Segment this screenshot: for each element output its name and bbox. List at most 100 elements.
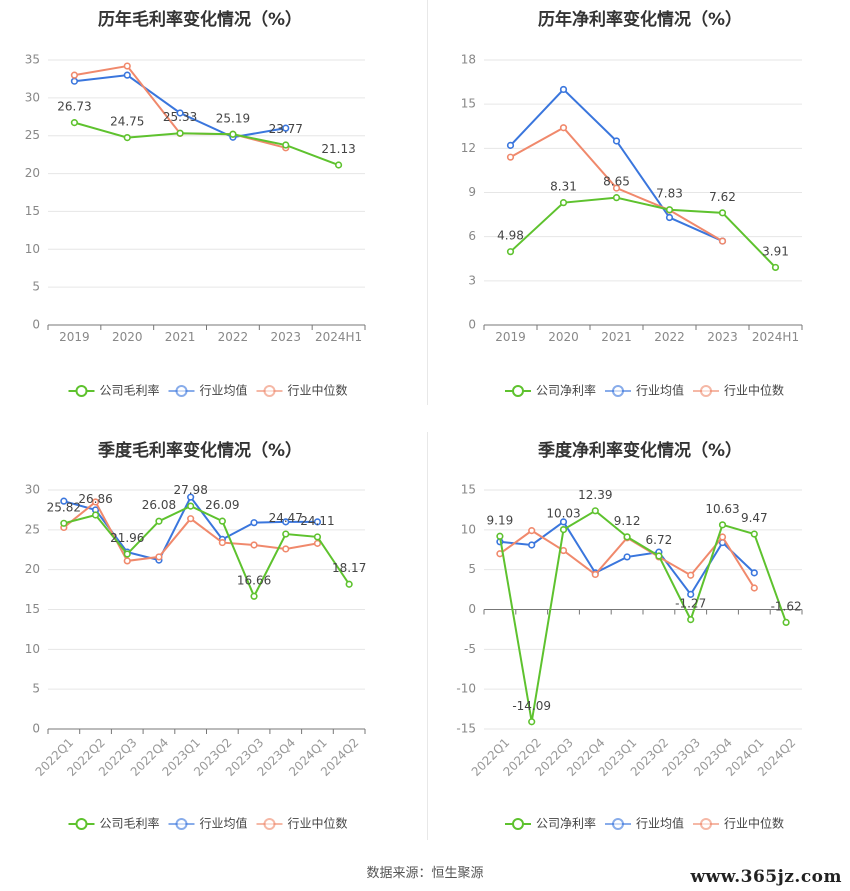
x-tick-label: 2024H1	[752, 330, 799, 344]
y-tick-label: 35	[25, 53, 40, 67]
data-point	[771, 263, 780, 272]
y-tick-label: 18	[461, 53, 476, 67]
y-tick-label: 5	[32, 280, 40, 294]
data-label: 25.33	[163, 110, 197, 124]
data-point	[70, 119, 79, 127]
data-point	[665, 213, 674, 222]
legend-item[interactable]: 行业中位数	[256, 383, 348, 398]
data-point	[528, 527, 536, 535]
data-point	[718, 521, 727, 529]
data-label: 21.13	[321, 142, 355, 156]
data-point	[155, 553, 163, 561]
legend-label: 行业均值	[200, 816, 248, 831]
data-point	[218, 538, 226, 547]
legend-item[interactable]: 公司毛利率	[68, 816, 160, 831]
data-point	[70, 77, 79, 85]
data-point	[559, 518, 568, 526]
legend-marker	[75, 385, 88, 397]
y-tick-label: 9	[468, 185, 476, 199]
data-point	[187, 515, 195, 523]
data-point	[623, 533, 631, 541]
legend-item[interactable]: 公司净利率	[505, 816, 596, 831]
data-point	[345, 580, 353, 588]
x-tick-label: 2023	[270, 330, 301, 344]
data-label: 10.63	[705, 502, 739, 516]
y-tick-label: 20	[25, 166, 40, 180]
y-tick-label: 15	[461, 483, 476, 497]
data-label: 6.72	[646, 533, 673, 547]
y-tick-label: 0	[32, 318, 40, 332]
y-tick-label: 0	[468, 318, 476, 332]
data-point	[282, 545, 290, 553]
y-tick-label: 12	[461, 141, 476, 155]
legend-item[interactable]: 行业均值	[605, 383, 684, 398]
data-point	[687, 616, 695, 624]
data-label: 8.65	[603, 175, 630, 189]
data-point	[782, 618, 790, 627]
data-label: 25.19	[216, 111, 250, 125]
legend-item[interactable]: 行业均值	[168, 816, 248, 831]
data-point	[187, 493, 195, 501]
data-point	[687, 590, 695, 598]
data-point	[559, 85, 568, 94]
legend-label: 行业中位数	[724, 383, 784, 398]
data-point	[750, 569, 758, 577]
legend-item[interactable]: 公司毛利率	[68, 383, 160, 398]
legend-marker	[512, 818, 524, 830]
data-point	[591, 570, 599, 579]
data-label: 27.98	[173, 483, 207, 497]
data-label: 7.83	[656, 187, 683, 201]
data-label: 18.17	[332, 561, 366, 575]
data-point	[91, 498, 100, 506]
y-tick-label: 25	[25, 128, 40, 142]
chart-panel-4: 季度净利率变化情况（%）-15-10-50510152022Q12022Q220…	[456, 440, 803, 831]
legend-item[interactable]: 行业中位数	[693, 816, 784, 831]
chart-panel-1: 历年毛利率变化情况（%） 0 5 10 15 20 25 30 35 2019 2020 2021 20…	[25, 9, 366, 398]
data-point	[612, 137, 621, 145]
legend-item[interactable]: 行业中位数	[256, 816, 348, 831]
series-line	[74, 121, 339, 166]
data-label: 21.96	[110, 531, 144, 545]
data-point	[176, 129, 184, 137]
legend-item[interactable]: 公司净利率	[505, 383, 596, 398]
data-point	[655, 552, 663, 560]
y-tick-label: 5	[468, 562, 476, 576]
data-label: 3.91	[762, 244, 789, 258]
chart-panel-3: 季度毛利率变化情况（%）0510152025302022Q12022Q22022…	[25, 440, 367, 831]
data-point	[60, 497, 68, 505]
legend-item[interactable]: 行业中位数	[693, 383, 784, 398]
series-line	[509, 88, 723, 242]
data-point	[91, 511, 100, 519]
data-point	[250, 592, 258, 600]
data-label: 26.73	[57, 100, 91, 114]
series-line	[63, 504, 350, 599]
data-label: 9.19	[487, 513, 514, 527]
legend-label: 公司毛利率	[100, 383, 160, 398]
legend-item[interactable]: 行业均值	[168, 383, 248, 398]
data-point	[282, 518, 290, 526]
data-point	[282, 530, 290, 538]
data-point	[687, 571, 695, 579]
data-source-note: 数据来源：恒生聚源	[366, 866, 484, 881]
x-tick-label: 2022	[654, 330, 685, 344]
watermark: www.365jz.com	[690, 867, 842, 887]
legend-marker	[612, 818, 624, 830]
data-point	[506, 141, 515, 149]
legend-label: 行业中位数	[288, 383, 348, 398]
legend-item[interactable]: 行业均值	[605, 816, 684, 831]
data-point	[70, 71, 79, 79]
data-point	[334, 161, 343, 169]
series-line	[74, 74, 286, 139]
data-point	[528, 541, 536, 549]
data-label: 12.39	[578, 488, 612, 502]
legend-marker	[700, 818, 712, 830]
x-tick-label: 2020	[548, 330, 579, 344]
x-tick-label: 2019	[59, 330, 90, 344]
data-point	[506, 248, 515, 256]
x-tick-label: 2021	[601, 330, 632, 344]
data-point	[612, 194, 621, 202]
y-tick-label: 5	[32, 682, 40, 696]
legend-label: 行业中位数	[288, 816, 348, 831]
data-point	[718, 237, 727, 245]
